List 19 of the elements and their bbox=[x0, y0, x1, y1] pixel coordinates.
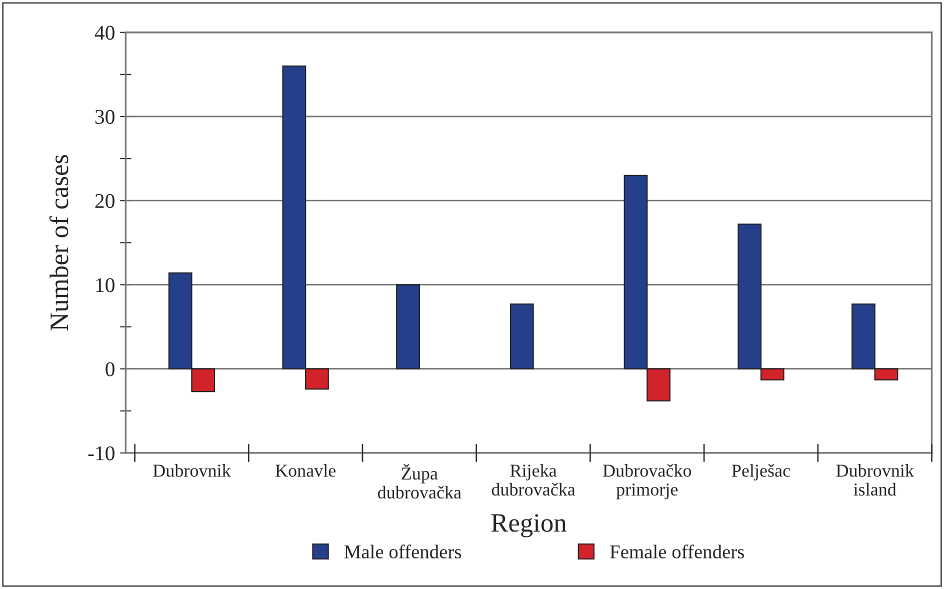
x-tick-label: Župa dubrovačka bbox=[378, 464, 462, 499]
y-tick-label: 0 bbox=[106, 362, 114, 376]
y-tick-label: 10 bbox=[96, 278, 114, 292]
y-tick-label: 40 bbox=[94, 26, 114, 40]
x-tick-label: Dubrovnik bbox=[153, 464, 231, 477]
y-tick-label: -10 bbox=[88, 446, 114, 460]
y-tick-label: 20 bbox=[95, 194, 114, 208]
x-tick-label: Dubrovačko primorje bbox=[603, 464, 692, 500]
x-tick-label: Konavle bbox=[276, 464, 336, 477]
x-tick-label: Dubrovnik island bbox=[836, 464, 914, 496]
legend-label: Male offenders bbox=[344, 544, 462, 558]
legend-label: Female offenders bbox=[610, 544, 744, 558]
bar bbox=[396, 284, 420, 370]
x-tick-label: Pelješac bbox=[732, 464, 790, 480]
bar bbox=[510, 304, 534, 370]
x-tick-label: Rijeka dubrovačka bbox=[492, 464, 576, 496]
x-axis-title: Region bbox=[491, 514, 566, 538]
y-tick-label: 30 bbox=[95, 110, 114, 124]
y-axis-title: Number of cases bbox=[49, 154, 68, 331]
